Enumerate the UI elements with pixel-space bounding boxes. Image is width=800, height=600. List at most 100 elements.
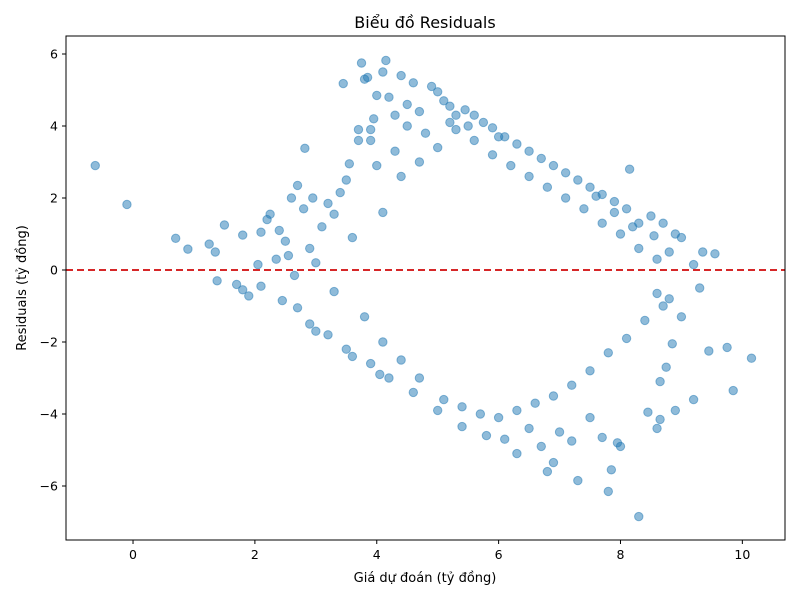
data-point	[652, 423, 662, 434]
points-layer	[90, 55, 757, 522]
data-point	[475, 409, 486, 419]
data-point	[567, 436, 577, 446]
data-point	[524, 171, 534, 182]
data-point	[573, 175, 583, 185]
data-point	[585, 182, 595, 192]
data-point	[512, 139, 522, 149]
data-point	[231, 279, 242, 290]
data-point	[548, 160, 559, 171]
data-point	[396, 70, 406, 81]
data-point	[353, 135, 364, 146]
data-point	[573, 475, 583, 486]
data-point	[286, 193, 297, 203]
data-point	[212, 276, 222, 286]
x-tick-label: 10	[734, 547, 750, 562]
data-point	[311, 326, 321, 336]
data-point	[283, 250, 294, 261]
x-tick-label: 4	[373, 547, 381, 562]
data-point	[238, 285, 248, 295]
data-point	[439, 394, 449, 405]
data-point	[457, 421, 467, 432]
data-point	[621, 204, 632, 214]
data-point	[432, 405, 443, 416]
data-point	[536, 153, 546, 164]
chart-title: Biểu đồ Residuals	[354, 13, 495, 32]
data-point	[548, 457, 559, 468]
data-point	[536, 441, 546, 452]
data-point	[292, 180, 303, 191]
data-point	[585, 412, 595, 423]
data-point	[746, 353, 757, 363]
data-point	[609, 207, 620, 218]
data-point	[344, 159, 355, 169]
data-point	[356, 58, 367, 68]
data-point	[530, 398, 540, 408]
data-point	[280, 236, 291, 246]
data-point	[554, 427, 565, 437]
data-point	[426, 81, 437, 92]
data-point	[274, 225, 284, 236]
data-point	[603, 348, 613, 358]
data-point	[500, 434, 510, 444]
data-point	[591, 191, 601, 201]
y-tick-label: 6	[50, 47, 58, 62]
data-point	[414, 106, 425, 117]
data-point	[643, 407, 653, 417]
data-point	[277, 295, 288, 306]
data-point	[698, 247, 708, 257]
data-point	[658, 218, 668, 228]
data-point	[481, 430, 492, 441]
data-point	[271, 254, 281, 264]
data-point	[396, 171, 406, 182]
data-point	[634, 511, 644, 522]
data-point	[567, 380, 577, 390]
data-point	[372, 90, 382, 101]
data-point	[329, 209, 339, 219]
data-point	[469, 135, 479, 146]
data-point	[439, 96, 449, 106]
data-point	[688, 394, 699, 405]
data-point	[317, 222, 327, 232]
data-point	[359, 312, 370, 322]
data-point	[347, 351, 358, 362]
data-point	[597, 218, 607, 228]
data-point	[353, 124, 364, 135]
x-axis-ticks: 0 2 4 6 8 10	[129, 540, 750, 562]
data-point	[408, 387, 419, 398]
data-point	[560, 168, 571, 178]
data-point	[451, 124, 461, 135]
data-point	[585, 366, 595, 376]
data-point	[265, 209, 275, 219]
data-point	[722, 342, 732, 353]
data-point	[381, 55, 391, 66]
data-point	[338, 78, 348, 89]
data-point	[694, 283, 705, 293]
data-point	[646, 211, 656, 221]
data-point	[704, 346, 714, 356]
y-tick-label: −4	[40, 407, 58, 422]
data-point	[603, 486, 613, 497]
data-point	[183, 244, 193, 254]
data-point	[420, 128, 431, 138]
data-point	[305, 319, 315, 329]
data-point	[414, 157, 425, 167]
data-point	[512, 405, 522, 416]
data-point	[597, 432, 607, 443]
data-point	[365, 358, 376, 369]
data-point	[606, 465, 617, 475]
data-point	[378, 337, 388, 347]
data-point	[384, 92, 394, 102]
data-point	[256, 227, 266, 237]
data-point	[460, 105, 470, 115]
y-axis-label: Residuals (tỷ đồng)	[15, 225, 30, 351]
data-point	[512, 448, 522, 459]
x-tick-label: 2	[251, 547, 259, 562]
data-point	[624, 164, 635, 174]
plot-frame	[65, 35, 786, 541]
data-point	[396, 355, 406, 365]
data-point	[210, 247, 220, 257]
data-point	[219, 220, 230, 230]
data-point	[524, 423, 534, 434]
data-point	[469, 110, 479, 120]
